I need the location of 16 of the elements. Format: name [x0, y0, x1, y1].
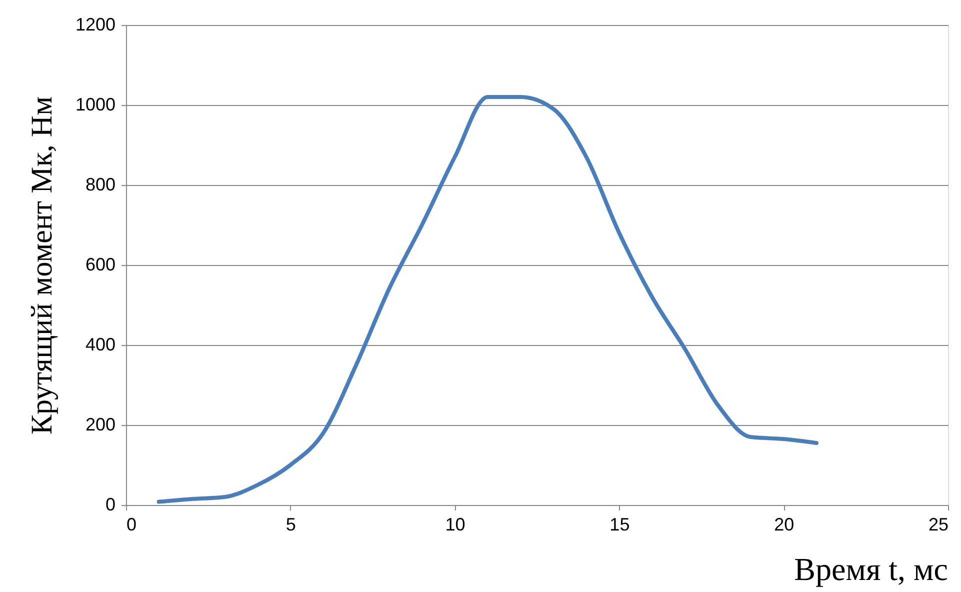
x-tick-label: 0 — [126, 514, 137, 534]
x-tick-label: 5 — [286, 514, 296, 534]
y-tick-label: 600 — [85, 254, 116, 274]
y-tick-label: 0 — [105, 494, 116, 514]
x-tick-label: 20 — [774, 514, 794, 534]
y-tick-label: 1000 — [75, 94, 116, 114]
x-tick-label: 10 — [445, 514, 466, 534]
y-tick-label: 1200 — [75, 14, 116, 34]
x-tick-label: 15 — [610, 514, 630, 534]
x-axis-title: Время t, мс — [794, 551, 948, 587]
x-tick-label: 25 — [928, 514, 948, 534]
line-series — [156, 95, 818, 504]
y-tick-label: 200 — [85, 414, 116, 434]
y-tick-label: 800 — [85, 174, 116, 194]
y-axis-title: Крутящий момент Mк, Нм — [25, 96, 58, 435]
y-tick-label: 400 — [85, 334, 116, 354]
